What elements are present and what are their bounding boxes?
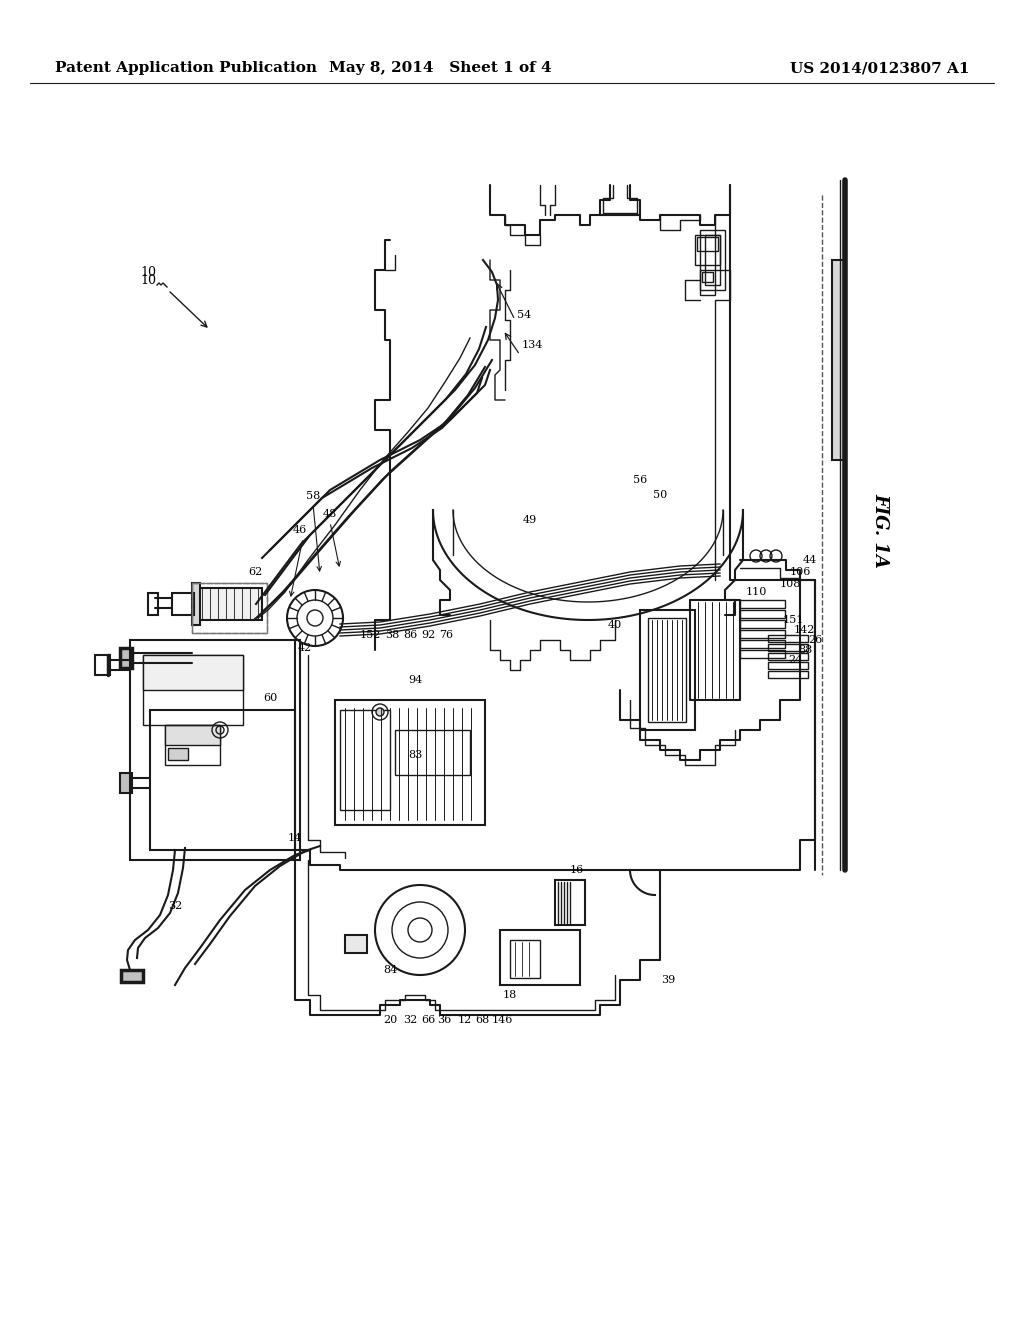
Text: 54: 54: [517, 310, 531, 319]
Text: 42: 42: [298, 643, 312, 653]
Text: 106: 106: [790, 568, 811, 577]
Text: 36: 36: [437, 1015, 452, 1026]
Text: 142: 142: [794, 624, 815, 635]
Bar: [95, 655, 110, 675]
Text: May 8, 2014   Sheet 1 of 4: May 8, 2014 Sheet 1 of 4: [329, 61, 551, 75]
Bar: [697, 238, 718, 251]
Bar: [740, 601, 785, 609]
Bar: [193, 583, 267, 634]
Bar: [148, 593, 158, 615]
Text: 46: 46: [293, 525, 307, 535]
Bar: [193, 583, 267, 634]
Bar: [395, 730, 470, 775]
Bar: [172, 593, 194, 615]
Bar: [705, 235, 720, 285]
Text: 108: 108: [779, 579, 801, 589]
Text: 38: 38: [385, 630, 399, 640]
Text: 68: 68: [475, 1015, 489, 1026]
Text: 60: 60: [263, 693, 278, 704]
Bar: [143, 655, 243, 690]
Bar: [740, 630, 785, 638]
Text: 151: 151: [782, 615, 804, 624]
Text: Patent Application Publication: Patent Application Publication: [55, 61, 317, 75]
Bar: [740, 640, 785, 648]
Bar: [648, 618, 686, 722]
Text: 26: 26: [808, 635, 822, 645]
Bar: [165, 725, 220, 744]
Text: 12: 12: [458, 1015, 472, 1026]
Text: 16: 16: [570, 865, 584, 875]
Bar: [640, 610, 695, 730]
Bar: [768, 663, 808, 669]
Text: 84: 84: [383, 965, 397, 975]
Text: 83: 83: [408, 750, 422, 760]
Text: US 2014/0123807 A1: US 2014/0123807 A1: [791, 61, 970, 75]
Bar: [740, 620, 785, 628]
Text: 39: 39: [660, 975, 675, 985]
Text: 134: 134: [521, 341, 543, 350]
Bar: [695, 235, 720, 265]
Text: 94: 94: [408, 675, 422, 685]
Text: FIG. 1A: FIG. 1A: [871, 492, 889, 568]
Text: 24: 24: [787, 655, 802, 665]
Bar: [345, 935, 367, 953]
Bar: [700, 271, 715, 294]
Text: 49: 49: [523, 515, 538, 525]
Bar: [193, 583, 200, 624]
Text: 56: 56: [633, 475, 647, 484]
Bar: [500, 931, 580, 985]
Text: 92: 92: [421, 630, 435, 640]
Text: 50: 50: [653, 490, 667, 500]
Bar: [143, 655, 243, 725]
Bar: [168, 748, 188, 760]
Text: 20: 20: [383, 1015, 397, 1026]
Bar: [831, 260, 845, 459]
Bar: [165, 725, 220, 766]
Bar: [702, 272, 713, 282]
Text: 10: 10: [140, 273, 156, 286]
Bar: [150, 710, 295, 850]
Bar: [700, 230, 725, 290]
Bar: [768, 653, 808, 660]
Text: 10: 10: [140, 265, 156, 279]
Text: 152: 152: [359, 630, 381, 640]
Bar: [130, 640, 300, 861]
Bar: [740, 610, 785, 618]
Bar: [120, 774, 132, 793]
Text: 62: 62: [248, 568, 262, 577]
Text: 48: 48: [323, 510, 337, 519]
Text: 88: 88: [798, 645, 812, 655]
Bar: [768, 635, 808, 642]
Bar: [340, 710, 390, 810]
Bar: [740, 649, 785, 657]
Text: 110: 110: [745, 587, 767, 597]
Text: 66: 66: [421, 1015, 435, 1026]
Bar: [197, 587, 262, 620]
Bar: [121, 970, 143, 982]
Text: 40: 40: [608, 620, 623, 630]
Bar: [768, 644, 808, 651]
Text: 44: 44: [803, 554, 817, 565]
Text: 146: 146: [492, 1015, 513, 1026]
Bar: [768, 671, 808, 678]
Text: 58: 58: [306, 491, 321, 502]
Bar: [510, 940, 540, 978]
Text: 32: 32: [168, 902, 182, 911]
Bar: [335, 700, 485, 825]
Bar: [120, 648, 132, 668]
Text: 14: 14: [288, 833, 302, 843]
Text: 32: 32: [402, 1015, 417, 1026]
Text: 18: 18: [503, 990, 517, 1001]
Text: 86: 86: [402, 630, 417, 640]
Circle shape: [376, 708, 384, 715]
Text: 76: 76: [439, 630, 453, 640]
Bar: [555, 880, 585, 925]
